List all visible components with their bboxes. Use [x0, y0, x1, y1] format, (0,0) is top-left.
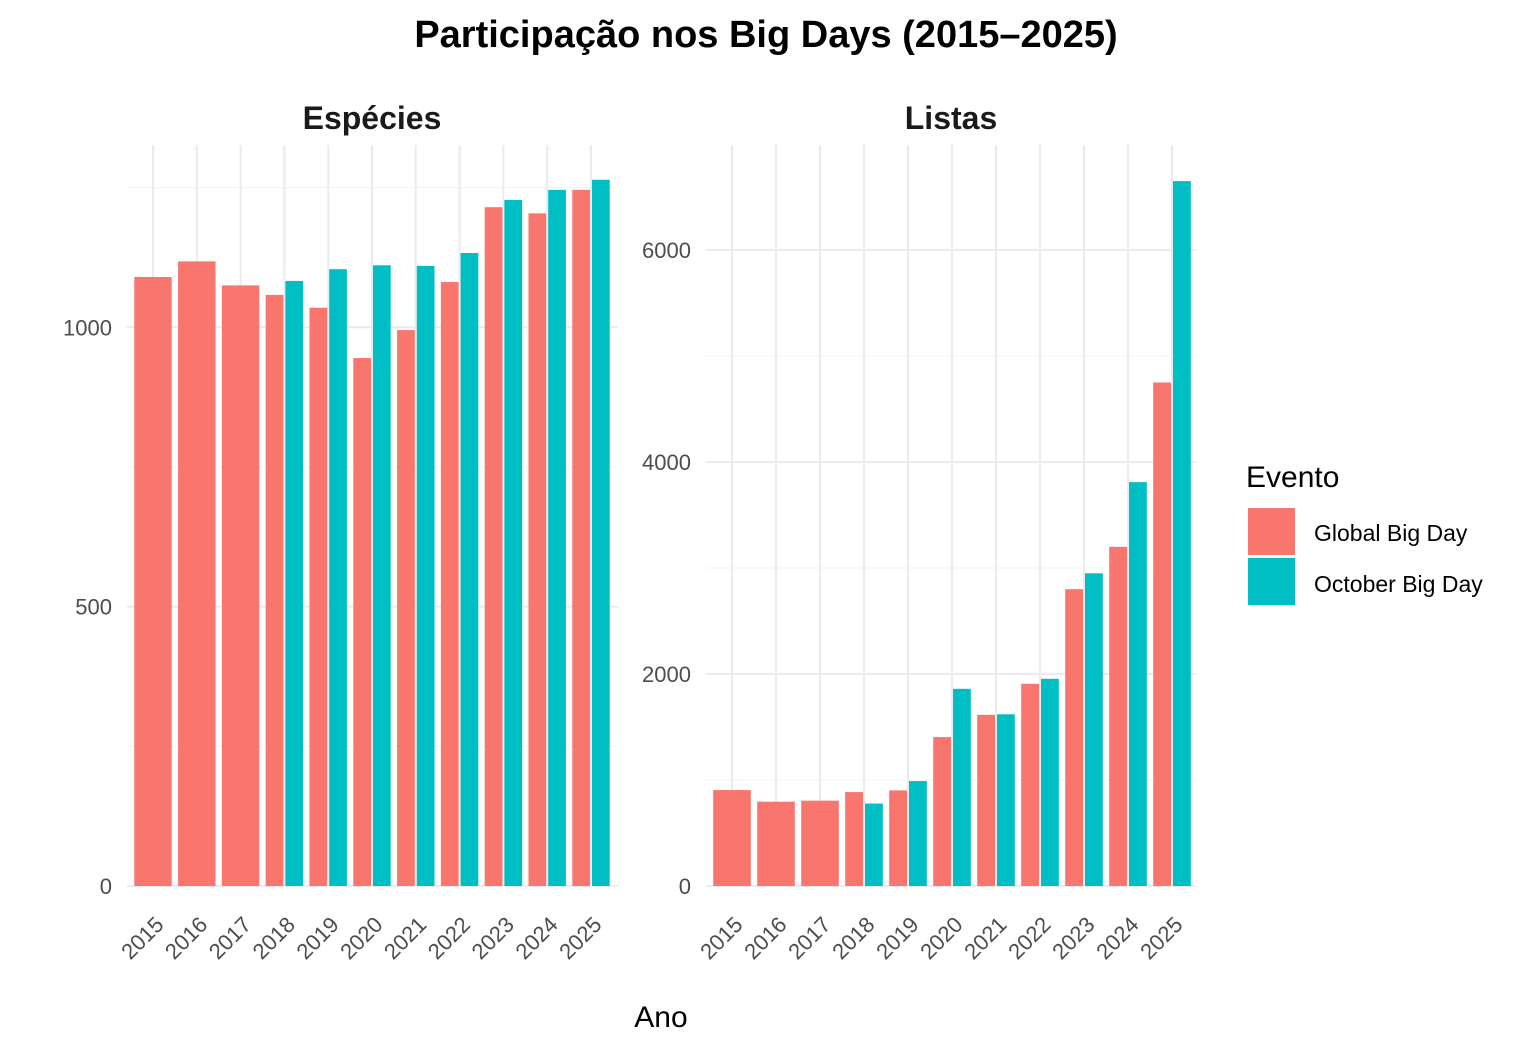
x-tick-label: 2024 [510, 912, 562, 964]
bar-global-big-day-2020 [353, 358, 371, 886]
x-tick-label: 2018 [827, 912, 879, 964]
x-tick-label: 2024 [1091, 912, 1143, 964]
x-tick-label: 2023 [1047, 912, 1099, 964]
y-tick-label: 4000 [642, 450, 691, 475]
bar-global-big-day-2017 [801, 800, 839, 886]
y-tick-label: 6000 [642, 238, 691, 263]
bar-global-big-day-2024 [1109, 546, 1127, 886]
bar-october-big-day-2019 [329, 269, 347, 886]
x-tick-label: 2025 [554, 912, 606, 964]
x-tick-label: 2018 [248, 912, 300, 964]
panel-title: Listas [905, 100, 997, 136]
panel-title: Espécies [303, 100, 442, 136]
bar-global-big-day-2020 [933, 737, 951, 886]
bar-october-big-day-2023 [1085, 573, 1103, 886]
bar-october-big-day-2025 [1173, 181, 1191, 887]
legend-label-october-big-day: October Big Day [1314, 571, 1483, 597]
bar-global-big-day-2016 [178, 261, 216, 886]
bar-global-big-day-2015 [134, 277, 172, 887]
bar-october-big-day-2018 [865, 803, 883, 886]
bar-global-big-day-2025 [1153, 382, 1171, 886]
bar-global-big-day-2018 [845, 792, 863, 886]
bar-global-big-day-2022 [1021, 683, 1039, 886]
x-tick-label: 2021 [959, 912, 1011, 964]
x-tick-label: 2015 [695, 912, 747, 964]
legend-label-global-big-day: Global Big Day [1314, 520, 1468, 546]
bar-october-big-day-2021 [997, 714, 1015, 886]
x-tick-label: 2023 [467, 912, 519, 964]
y-tick-label: 2000 [642, 662, 691, 687]
bar-global-big-day-2015 [713, 790, 751, 886]
bar-october-big-day-2023 [504, 199, 523, 887]
bar-october-big-day-2020 [953, 688, 971, 886]
bar-october-big-day-2025 [592, 179, 610, 886]
bar-global-big-day-2016 [757, 801, 795, 886]
bar-october-big-day-2022 [460, 252, 479, 886]
x-tick-label: 2022 [423, 912, 475, 964]
x-tick-label: 2017 [204, 912, 256, 964]
x-tick-label: 2025 [1135, 912, 1187, 964]
x-tick-label: 2015 [116, 912, 168, 964]
legend-title: Evento [1246, 461, 1339, 494]
x-tick-label: 2020 [915, 912, 967, 964]
legend-swatch-october-big-day [1248, 558, 1295, 605]
bar-global-big-day-2017 [221, 285, 260, 887]
bar-global-big-day-2018 [265, 294, 284, 886]
bar-global-big-day-2023 [484, 207, 503, 886]
bar-global-big-day-2023 [1065, 589, 1083, 886]
bar-october-big-day-2022 [1041, 678, 1059, 886]
y-tick-label: 0 [100, 874, 112, 899]
x-axis-title: Ano [634, 1001, 687, 1034]
x-tick-label: 2021 [379, 912, 431, 964]
bar-october-big-day-2024 [548, 189, 566, 886]
panel-listas: 0200040006000201520162017201820192020202… [642, 100, 1196, 964]
bar-global-big-day-2021 [397, 330, 415, 886]
x-tick-label: 2016 [160, 912, 212, 964]
y-tick-label: 1000 [63, 315, 112, 340]
bar-october-big-day-2024 [1129, 482, 1147, 886]
y-tick-label: 0 [679, 874, 691, 899]
x-tick-label: 2022 [1003, 912, 1055, 964]
bar-october-big-day-2020 [373, 265, 391, 886]
x-tick-label: 2017 [783, 912, 835, 964]
x-tick-label: 2016 [739, 912, 791, 964]
y-tick-label: 500 [75, 595, 112, 620]
x-tick-label: 2020 [335, 912, 387, 964]
bar-october-big-day-2019 [909, 781, 927, 886]
legend: Evento Global Big Day October Big Day [1246, 461, 1483, 605]
bar-october-big-day-2018 [285, 280, 304, 887]
x-tick-label: 2019 [871, 912, 923, 964]
chart-title: Participação nos Big Days (2015–2025) [414, 14, 1117, 56]
bar-october-big-day-2021 [416, 265, 435, 886]
bar-global-big-day-2022 [440, 282, 459, 886]
legend-swatch-global-big-day [1248, 508, 1295, 555]
bar-global-big-day-2025 [572, 189, 590, 886]
bar-global-big-day-2024 [528, 213, 547, 886]
panel-especies: 0 500 1000 20152016201720182019202020212022… [63, 100, 618, 964]
bar-global-big-day-2019 [309, 307, 328, 887]
bar-global-big-day-2021 [977, 714, 995, 886]
bar-global-big-day-2019 [889, 790, 907, 886]
x-tick-label: 2019 [291, 912, 343, 964]
